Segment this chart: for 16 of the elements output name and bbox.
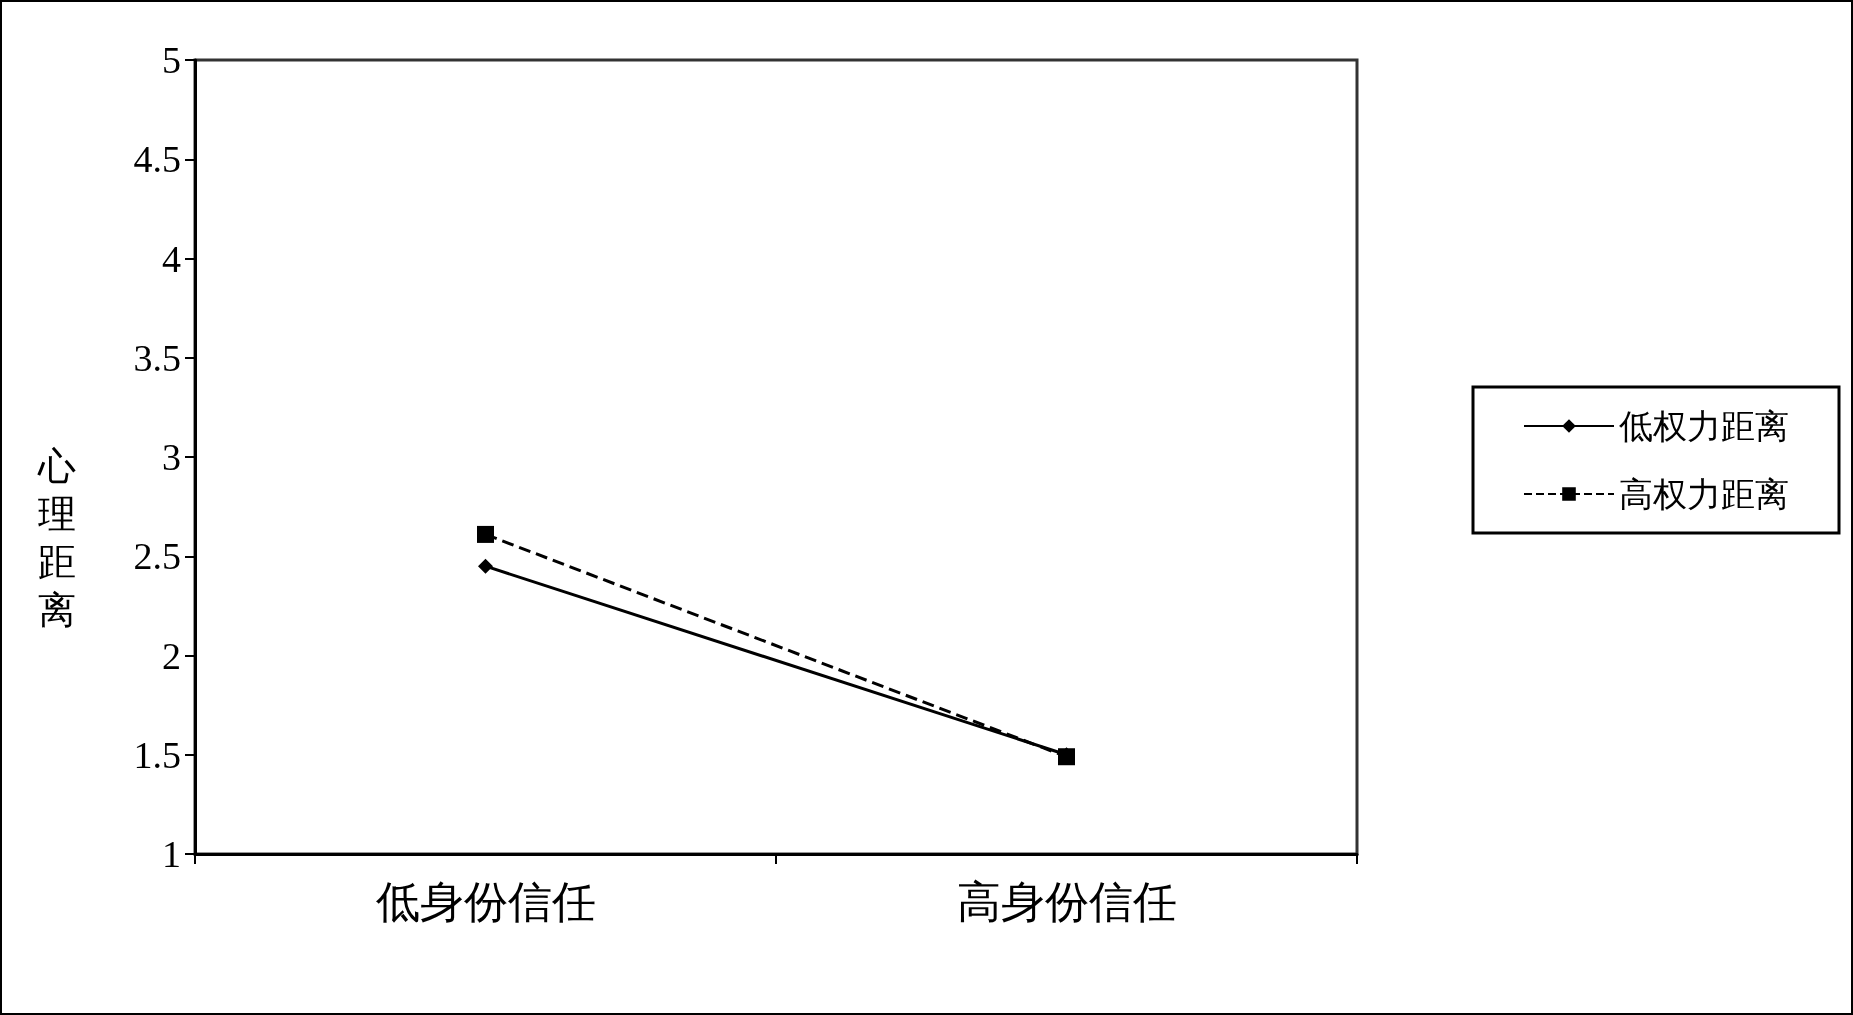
legend-label: 低权力距离 (1619, 407, 1789, 445)
y-tick-label: 5 (162, 39, 181, 81)
y-tick-label: 3.5 (133, 336, 181, 379)
y-tick-label: 2.5 (133, 535, 181, 578)
point (478, 558, 493, 574)
x-tick-label: 低身份信任 (375, 877, 596, 927)
legend-label: 高权力距离 (1619, 475, 1789, 513)
y-axis-title: 心理距离 (36, 444, 77, 633)
x-tick-label: 高身份信任 (956, 877, 1177, 927)
y-tick-label: 1 (162, 833, 181, 875)
y-tick-label: 3 (162, 436, 181, 478)
y-tick-label: 1.5 (133, 733, 181, 776)
y-tick-label: 4.5 (133, 138, 181, 181)
y-tick-label: 4 (162, 237, 181, 280)
point (477, 525, 494, 543)
y-tick-label: 2 (162, 634, 181, 677)
